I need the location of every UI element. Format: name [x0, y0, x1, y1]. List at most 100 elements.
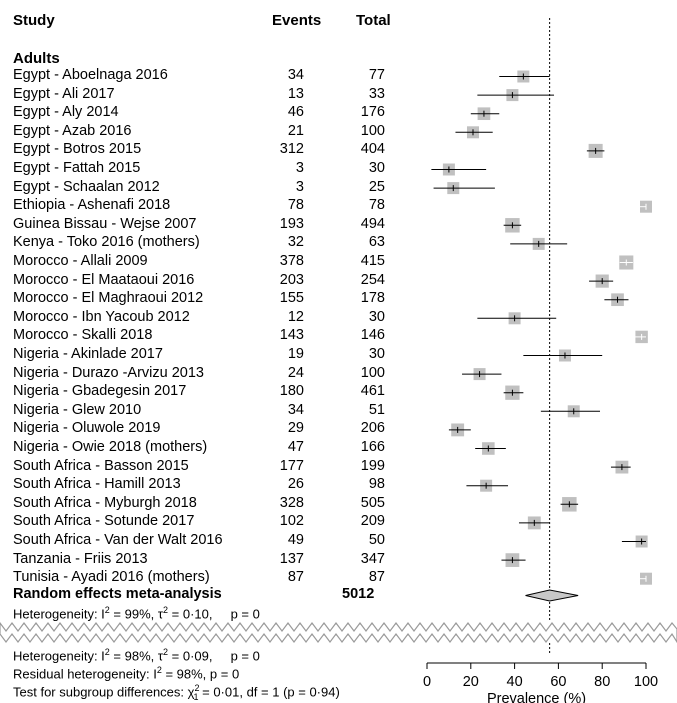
- random-effects-label: Random effects meta-analysis: [13, 586, 222, 602]
- study-name: Nigeria - Oluwole 2019: [13, 420, 161, 437]
- study-events: 34: [287, 401, 304, 418]
- study-name: South Africa - Myburgh 2018: [13, 494, 197, 511]
- heterogeneity-adults: Heterogeneity: I2 = 99%, τ2 = 0·10, p = …: [13, 605, 260, 622]
- study-name: Morocco - Allali 2009: [13, 253, 148, 269]
- x-tick-label: 80: [594, 674, 610, 690]
- study-events: 102: [279, 513, 304, 530]
- study-total: 98: [368, 476, 385, 493]
- study-name: Guinea Bissau - Wejse 2007: [13, 215, 197, 232]
- study-events: 177: [279, 457, 304, 474]
- study-total: 415: [360, 253, 385, 269]
- study-total: 404: [360, 141, 385, 158]
- study-events: 193: [279, 215, 304, 232]
- study-total: 33: [368, 85, 385, 102]
- study-events: 21: [287, 122, 304, 139]
- x-tick-label: 0: [423, 674, 431, 690]
- study-total: 209: [360, 513, 385, 530]
- study-total: 25: [368, 178, 385, 195]
- x-tick-label: 20: [463, 674, 479, 690]
- study-total: 87: [368, 569, 385, 586]
- study-events: 32: [287, 234, 304, 251]
- study-name: South Africa - Van der Walt 2016: [13, 532, 223, 548]
- study-total: 50: [368, 532, 385, 548]
- study-total: 78: [368, 197, 385, 214]
- study-total: 166: [360, 439, 385, 455]
- study-events: 24: [287, 364, 304, 381]
- group-label-adults: Adults: [13, 50, 60, 67]
- summary-diamond: [525, 589, 579, 602]
- study-total: 146: [360, 327, 385, 344]
- study-total: 30: [368, 160, 385, 176]
- study-total: 206: [360, 420, 385, 437]
- events-column-header: Events: [272, 12, 322, 29]
- study-name: Egypt - Ali 2017: [13, 85, 115, 102]
- study-total: 199: [360, 457, 385, 474]
- x-tick-label: 40: [507, 674, 523, 690]
- study-events: 155: [279, 290, 304, 307]
- study-name: Ethiopia - Ashenafi 2018: [13, 197, 171, 214]
- x-tick-label: 100: [634, 674, 658, 690]
- study-name: Nigeria - Glew 2010: [13, 401, 142, 418]
- study-name: Egypt - Fattah 2015: [13, 160, 141, 176]
- study-events: 328: [279, 494, 304, 511]
- study-name: South Africa - Sotunde 2017: [13, 513, 195, 530]
- study-name: Tanzania - Friis 2013: [13, 550, 148, 567]
- study-events: 49: [287, 532, 304, 548]
- study-total: 51: [368, 401, 385, 418]
- total-column-header: Total: [356, 12, 391, 29]
- study-total: 100: [360, 364, 385, 381]
- study-name: Tunisia - Ayadi 2016 (mothers): [13, 569, 210, 586]
- study-events: 26: [287, 476, 304, 493]
- study-name: Egypt - Azab 2016: [13, 122, 132, 139]
- study-total: 347: [360, 550, 385, 567]
- study-events: 78: [287, 197, 304, 214]
- study-events: 13: [287, 85, 304, 102]
- study-name: Egypt - Botros 2015: [13, 141, 142, 158]
- study-events: 378: [279, 253, 304, 269]
- study-events: 34: [287, 67, 304, 83]
- study-total: 63: [368, 234, 385, 251]
- study-total: 176: [360, 104, 385, 121]
- study-total: 461: [360, 383, 385, 400]
- study-events: 180: [279, 383, 304, 400]
- study-total: 254: [360, 271, 385, 288]
- x-axis-label: Prevalence (%): [487, 691, 586, 703]
- study-events: 3: [295, 160, 304, 176]
- study-name: South Africa - Basson 2015: [13, 457, 189, 474]
- study-name: Morocco - El Maghraoui 2012: [13, 290, 204, 307]
- study-events: 143: [279, 327, 304, 344]
- study-name: Nigeria - Owie 2018 (mothers): [13, 439, 208, 455]
- study-events: 47: [287, 439, 304, 455]
- study-name: Morocco - Skalli 2018: [13, 327, 153, 344]
- study-events: 12: [287, 308, 304, 325]
- random-effects-total: 5012: [342, 586, 375, 602]
- study-events: 3: [295, 178, 304, 195]
- study-name: Kenya - Toko 2016 (mothers): [13, 234, 200, 251]
- heterogeneity-overall: Heterogeneity: I2 = 98%, τ2 = 0·09, p = …: [13, 647, 260, 664]
- study-name: Nigeria - Durazo -Arvizu 2013: [13, 364, 204, 381]
- study-total: 178: [360, 290, 385, 307]
- study-events: 203: [279, 271, 304, 288]
- study-events: 29: [287, 420, 304, 437]
- study-total: 30: [368, 346, 385, 362]
- study-name: Nigeria - Akinlade 2017: [13, 346, 163, 362]
- study-name: Egypt - Schaalan 2012: [13, 178, 160, 195]
- study-events: 19: [287, 346, 304, 362]
- torn-break-band: [0, 622, 677, 644]
- study-name: Nigeria - Gbadegesin 2017: [13, 383, 187, 400]
- study-events: 46: [287, 104, 304, 121]
- study-total: 494: [360, 215, 385, 232]
- study-name: Egypt - Aly 2014: [13, 104, 119, 121]
- study-name: South Africa - Hamill 2013: [13, 476, 181, 493]
- study-events: 137: [279, 550, 304, 567]
- study-name: Morocco - El Maataoui 2016: [13, 271, 195, 288]
- x-tick-label: 60: [550, 674, 566, 690]
- subgroup-differences-test: Test for subgroup differences: χ21 = 0·0…: [13, 683, 340, 702]
- study-total: 77: [368, 67, 385, 83]
- study-events: 87: [287, 569, 304, 586]
- study-total: 505: [360, 494, 385, 511]
- study-total: 100: [360, 122, 385, 139]
- study-name: Morocco - Ibn Yacoub 2012: [13, 308, 190, 325]
- study-name: Egypt - Aboelnaga 2016: [13, 67, 168, 83]
